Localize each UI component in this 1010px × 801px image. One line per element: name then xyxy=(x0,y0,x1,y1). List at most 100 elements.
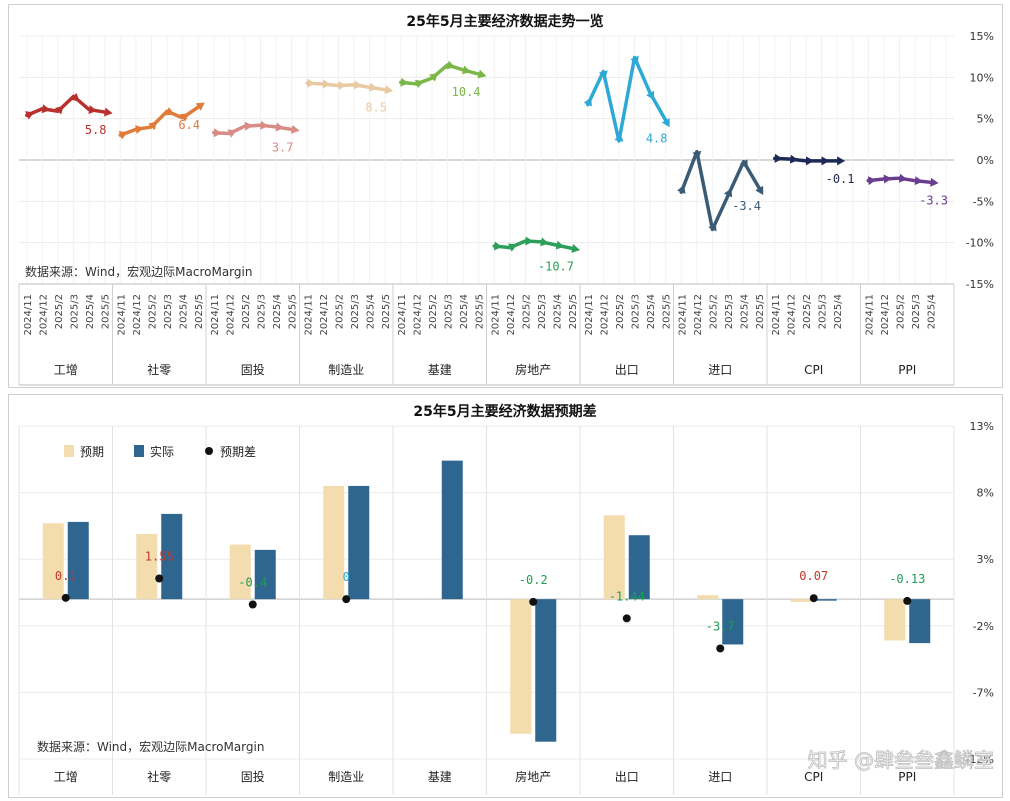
gap-label: 0 xyxy=(343,570,350,584)
y-tick-label: -12% xyxy=(966,753,994,766)
gap-label: -0.2 xyxy=(519,573,548,587)
x-tick-label: 2024/12 xyxy=(599,294,610,336)
gap-label: -3.7 xyxy=(706,619,735,633)
group-label: PPI xyxy=(898,363,916,377)
x-tick-label: 2024/12 xyxy=(412,294,423,336)
data-point-PPI xyxy=(898,173,908,183)
value-label: 4.8 xyxy=(646,131,668,145)
x-tick-label: 2025/2 xyxy=(521,294,532,329)
y-tick-label: -5% xyxy=(973,195,994,208)
data-point-房地产 xyxy=(508,243,518,252)
data-point-CPI xyxy=(774,153,783,163)
data-point-固投 xyxy=(227,129,237,138)
data-point-工增 xyxy=(25,111,35,120)
bar-expected-固投 xyxy=(229,544,251,600)
x-tick-label: 2025/2 xyxy=(802,294,813,329)
data-point-社零 xyxy=(165,107,175,116)
group-label: 出口 xyxy=(615,363,639,377)
data-point-社零 xyxy=(148,121,158,131)
group-label: 进口 xyxy=(708,363,732,377)
category-label: 制造业 xyxy=(328,770,364,784)
value-label: -0.1 xyxy=(826,172,855,186)
legend-swatch xyxy=(205,447,213,455)
x-tick-label: 2024/12 xyxy=(786,294,797,336)
surprise-chart-panel: 25年5月主要经济数据预期差 13% 8% 3% -2% -7% -12% 0.1 工增 1.55… xyxy=(8,394,1003,798)
gap-dot-出口 xyxy=(622,614,631,623)
bar-expected-社零 xyxy=(136,533,158,600)
data-point-出口 xyxy=(583,97,592,107)
x-tick-label: 2024/11 xyxy=(397,294,408,336)
bar-actual-房地产 xyxy=(535,599,557,742)
data-point-工增 xyxy=(88,105,98,115)
data-point-进口 xyxy=(708,222,717,232)
data-point-社零 xyxy=(180,113,190,122)
y-tick-label: 8% xyxy=(977,487,994,500)
gap-dot-社零 xyxy=(155,574,164,583)
y-tick-label: -15% xyxy=(966,278,994,291)
y-tick-label: -2% xyxy=(973,620,994,633)
data-point-PPI xyxy=(883,174,892,184)
data-point-房地产 xyxy=(525,236,534,246)
data-point-PPI xyxy=(930,177,939,187)
data-point-进口 xyxy=(739,159,748,169)
x-tick-label: 2025/5 xyxy=(101,294,112,329)
x-tick-label: 2024/11 xyxy=(210,294,221,336)
legend-label: 预期差 xyxy=(220,445,256,459)
y-tick-label: 5% xyxy=(977,113,994,126)
x-tick-label: 2024/11 xyxy=(303,294,314,336)
category-label: 工增 xyxy=(54,770,78,784)
x-tick-label: 2024/11 xyxy=(584,294,595,336)
gap-dot-CPI xyxy=(809,594,818,603)
watermark: 知乎 @肆叁叁鑫鳞室 xyxy=(808,748,994,772)
x-tick-label: 2025/3 xyxy=(163,294,174,329)
gap-dot-进口 xyxy=(716,644,725,653)
legend-label: 实际 xyxy=(150,444,174,459)
source-note: 数据来源：Wind，宏观边际MacroMargin xyxy=(25,264,252,279)
data-point-社零 xyxy=(118,130,128,140)
series-line-基建 xyxy=(399,63,481,86)
y-tick-label: 15% xyxy=(970,30,994,43)
data-point-固投 xyxy=(275,122,285,132)
gap-dot-房地产 xyxy=(529,597,538,606)
data-point-制造业 xyxy=(307,78,316,88)
x-tick-label: 2025/4 xyxy=(85,294,96,329)
legend-swatch xyxy=(134,445,144,457)
data-point-出口 xyxy=(598,70,608,80)
x-tick-label: 2025/5 xyxy=(662,294,673,329)
data-point-房地产 xyxy=(493,241,503,251)
x-tick-label: 2024/12 xyxy=(225,294,236,336)
x-tick-label: 2024/11 xyxy=(771,294,782,336)
group-label: CPI xyxy=(804,363,823,377)
data-point-固投 xyxy=(291,124,300,134)
x-tick-label: 2025/3 xyxy=(911,294,922,329)
x-tick-label: 2025/2 xyxy=(708,294,719,329)
category-label: 固投 xyxy=(241,769,265,784)
data-point-社零 xyxy=(195,102,205,111)
data-point-基建 xyxy=(461,65,471,75)
data-point-出口 xyxy=(661,118,670,128)
bar-expected-制造业 xyxy=(323,485,345,600)
x-tick-label: 2024/12 xyxy=(506,294,517,336)
trend-chart-panel: 25年5月主要经济数据走势一览 15% 10% 5% 0% -5% -10% -15% 5.8 2… xyxy=(8,4,1003,388)
x-tick-label: 2025/3 xyxy=(818,294,829,329)
gap-dot-PPI xyxy=(903,596,912,605)
data-point-基建 xyxy=(429,72,439,82)
x-tick-label: 2025/3 xyxy=(537,294,548,329)
x-tick-label: 2024/11 xyxy=(116,294,127,336)
data-point-基建 xyxy=(414,79,424,89)
data-point-基建 xyxy=(400,77,409,87)
x-tick-label: 2025/5 xyxy=(755,294,766,329)
x-tick-label: 2024/11 xyxy=(490,294,501,336)
data-point-进口 xyxy=(723,188,733,198)
x-tick-label: 2025/3 xyxy=(257,294,268,329)
gap-label: -0.13 xyxy=(889,572,925,586)
data-point-进口 xyxy=(677,184,686,194)
source-note: 数据来源：Wind，宏观边际MacroMargin xyxy=(37,739,264,754)
category-label: CPI xyxy=(804,770,823,784)
x-tick-label: 2025/2 xyxy=(428,294,439,329)
data-point-CPI xyxy=(837,156,846,166)
x-tick-label: 2025/2 xyxy=(147,294,158,329)
y-tick-label: 13% xyxy=(970,420,994,433)
x-tick-label: 2025/3 xyxy=(631,294,642,329)
data-point-工增 xyxy=(104,107,113,117)
